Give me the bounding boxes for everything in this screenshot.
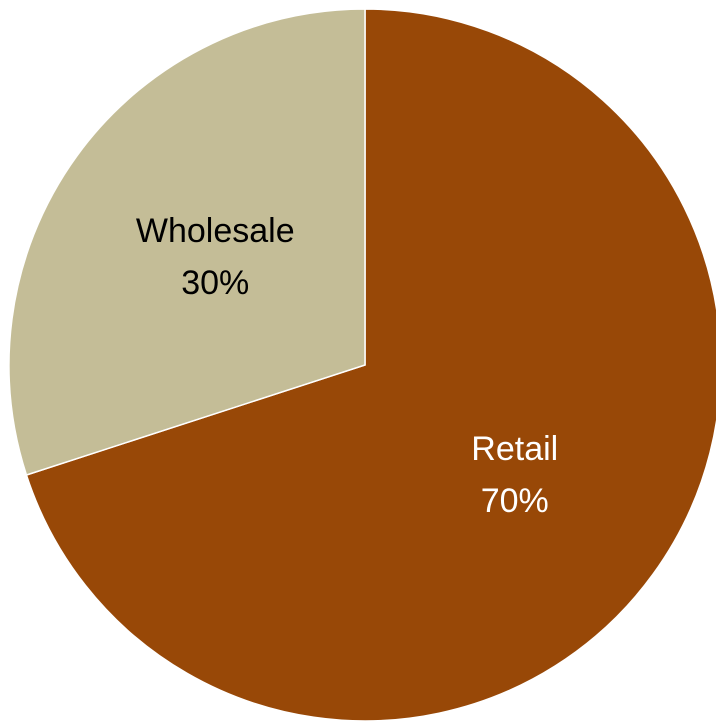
slice-label-wholesale: Wholesale bbox=[136, 212, 295, 250]
slice-value-retail: 70% bbox=[481, 482, 549, 520]
pie-labels: Retail 70% Wholesale 30% bbox=[136, 212, 558, 520]
slice-value-wholesale: 30% bbox=[181, 264, 249, 302]
pie-slice-retail bbox=[25, 8, 716, 721]
pie-slice-wholesale bbox=[8, 8, 366, 476]
pie-slices bbox=[8, 8, 716, 721]
slice-label-retail: Retail bbox=[471, 430, 558, 468]
